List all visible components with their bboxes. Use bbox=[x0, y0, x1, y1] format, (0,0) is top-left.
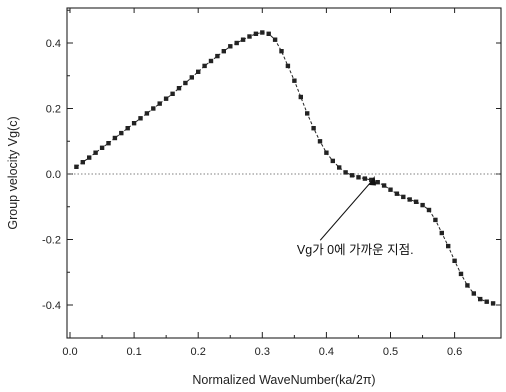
data-point bbox=[330, 158, 335, 164]
data-point bbox=[215, 53, 220, 59]
data-point bbox=[196, 69, 201, 74]
data-point bbox=[471, 291, 476, 296]
data-point bbox=[170, 91, 175, 96]
data-point bbox=[285, 63, 291, 69]
data-point bbox=[324, 150, 329, 155]
x-axis-title: Normalized WaveNumber(ka/2π) bbox=[192, 373, 375, 387]
data-point bbox=[401, 194, 406, 200]
annotation-label: Vg가 0에 가까운 지점. bbox=[297, 243, 414, 257]
data-point bbox=[356, 175, 361, 180]
data-point bbox=[266, 31, 271, 36]
data-point bbox=[131, 121, 137, 126]
data-point bbox=[349, 173, 355, 178]
series-line bbox=[76, 31, 494, 304]
data-point bbox=[362, 176, 368, 181]
data-point bbox=[144, 111, 150, 116]
data-point bbox=[157, 101, 162, 106]
x-tick-label: 0.6 bbox=[447, 346, 462, 358]
data-point bbox=[337, 165, 342, 170]
axes: 0.0 0.1 0.2 0.3 0.4 0.5 0.6 -0.4 -0.2 0.0 0.2 0.4 bbox=[42, 8, 501, 358]
data-series bbox=[74, 30, 496, 306]
data-point bbox=[381, 183, 387, 188]
data-point bbox=[478, 296, 483, 302]
data-point bbox=[93, 150, 98, 155]
data-point bbox=[74, 164, 79, 169]
data-point bbox=[106, 141, 111, 146]
y-axis-title: Group velocity Vg(c) bbox=[6, 116, 20, 229]
x-tick-label: 0.4 bbox=[319, 346, 334, 358]
data-point bbox=[388, 187, 393, 192]
y-tick-label: -0.4 bbox=[42, 300, 61, 312]
annotation-arrowhead bbox=[368, 176, 376, 186]
data-point bbox=[125, 126, 130, 131]
y-tick-label: 0.4 bbox=[46, 38, 61, 50]
data-point bbox=[343, 170, 348, 175]
data-point bbox=[240, 37, 246, 42]
data-point bbox=[279, 49, 284, 54]
data-point bbox=[253, 31, 259, 36]
data-point bbox=[112, 135, 118, 141]
data-point bbox=[426, 207, 432, 213]
data-point bbox=[413, 199, 419, 204]
data-point bbox=[311, 126, 316, 131]
y-tick-label: 0.0 bbox=[46, 169, 61, 181]
data-point bbox=[247, 34, 252, 39]
data-point bbox=[420, 202, 425, 208]
data-point bbox=[452, 258, 457, 263]
data-point bbox=[292, 78, 297, 83]
data-point bbox=[80, 160, 85, 165]
data-point bbox=[119, 130, 124, 136]
data-point bbox=[484, 299, 489, 304]
annotation-arrow bbox=[319, 177, 375, 241]
data-point bbox=[369, 177, 374, 183]
data-point bbox=[234, 40, 239, 46]
data-point bbox=[439, 230, 444, 236]
data-point bbox=[465, 283, 470, 288]
data-point bbox=[458, 271, 464, 277]
data-point bbox=[228, 44, 233, 49]
y-tick-label: -0.2 bbox=[42, 235, 61, 247]
data-point bbox=[221, 49, 226, 54]
data-point bbox=[176, 86, 182, 91]
data-point bbox=[189, 75, 194, 80]
data-point bbox=[151, 106, 156, 111]
data-point bbox=[272, 37, 278, 42]
data-point bbox=[202, 63, 207, 69]
data-point bbox=[375, 180, 380, 185]
data-point bbox=[99, 145, 105, 150]
y-tick-label: 0.2 bbox=[46, 104, 61, 116]
plot-frame bbox=[66, 7, 502, 339]
x-tick-label: 0.0 bbox=[62, 346, 77, 358]
x-tick-label: 0.5 bbox=[383, 346, 398, 358]
data-point bbox=[163, 96, 169, 101]
x-tick-label: 0.1 bbox=[126, 346, 141, 358]
data-point bbox=[305, 111, 310, 116]
data-point bbox=[394, 191, 400, 196]
data-point bbox=[183, 80, 188, 86]
data-point bbox=[138, 116, 143, 121]
annotation: Vg가 0에 가까운 지점. bbox=[297, 176, 414, 257]
data-point bbox=[446, 243, 451, 249]
data-point bbox=[208, 58, 214, 64]
data-point bbox=[298, 94, 303, 100]
x-tick-label: 0.2 bbox=[191, 346, 206, 358]
data-point bbox=[433, 217, 438, 223]
data-point bbox=[407, 197, 412, 202]
data-point bbox=[87, 155, 92, 160]
data-point bbox=[317, 139, 323, 144]
x-tick-label: 0.3 bbox=[255, 346, 270, 358]
data-point bbox=[260, 30, 265, 35]
data-point bbox=[490, 301, 496, 306]
